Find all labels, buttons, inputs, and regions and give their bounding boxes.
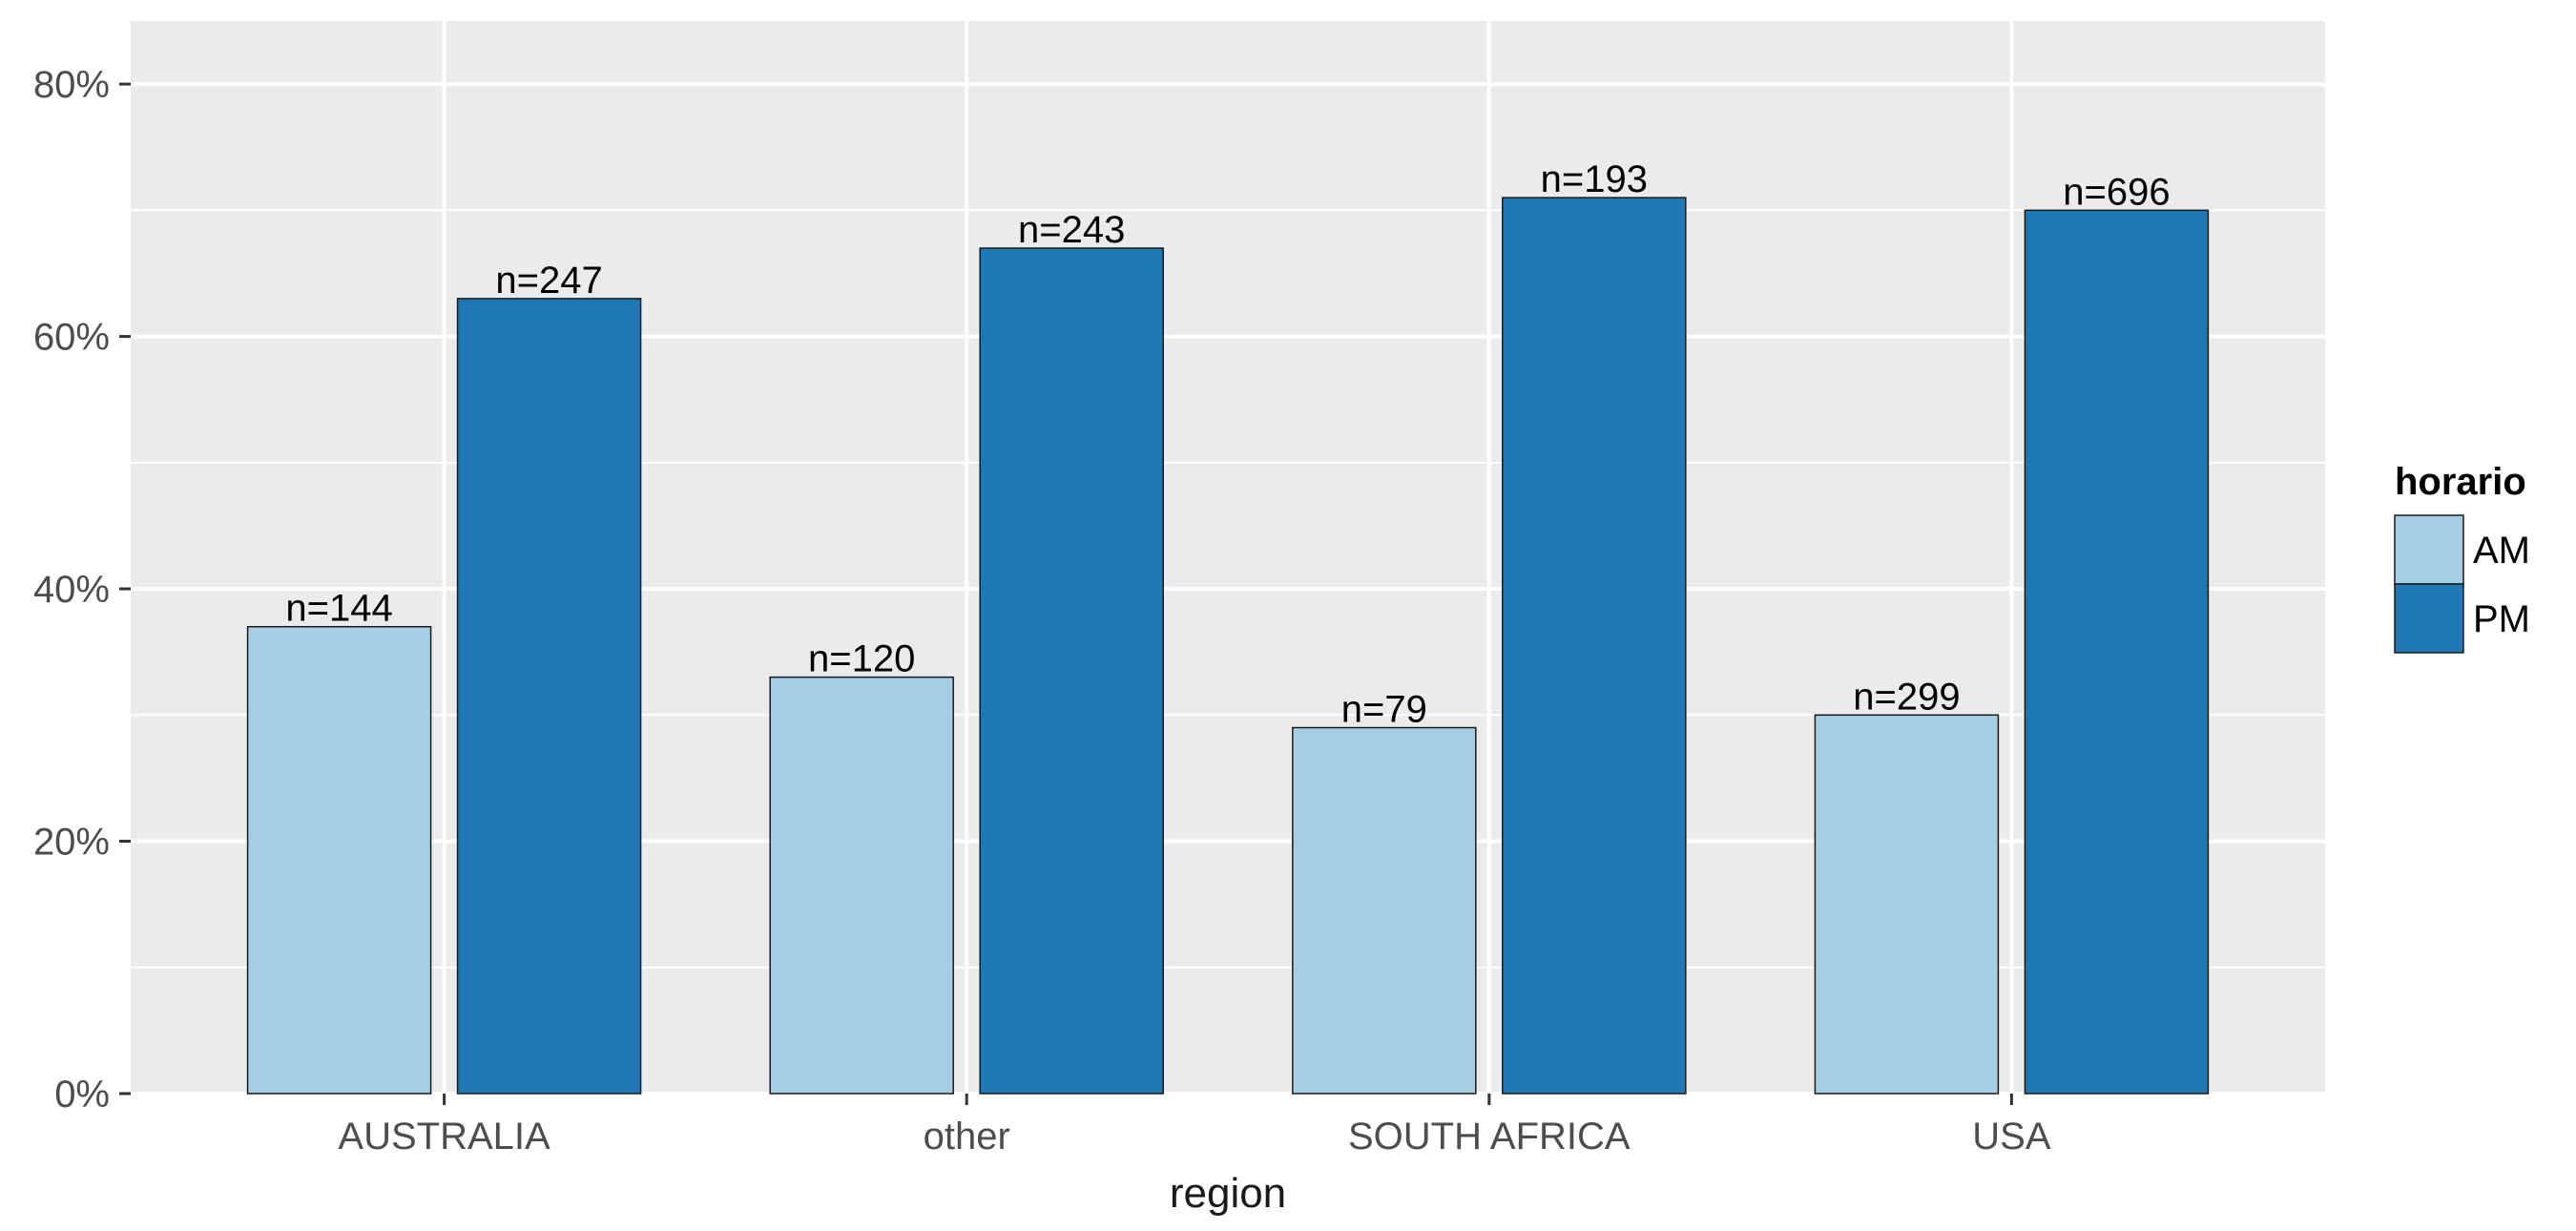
- bar-labels: n=144 n=120 n=79 n=299 n=247 n=243 n=193 n=696: [285, 158, 2170, 730]
- x-tick-label: AUSTRALIA: [338, 1116, 551, 1158]
- x-tick-label: USA: [1972, 1116, 2051, 1158]
- y-tick-label: 20%: [33, 822, 110, 864]
- y-tick-label: 40%: [33, 569, 110, 611]
- bar-pm: [2024, 209, 2210, 1095]
- y-axis: 0% 20% 40% 60% 80%: [33, 64, 131, 1116]
- y-tick-label: 60%: [33, 317, 110, 359]
- bars: [246, 197, 2210, 1095]
- bar-count-label: n=696: [2063, 171, 2170, 213]
- bar-pm: [979, 247, 1164, 1095]
- y-tick-label: 80%: [33, 64, 110, 106]
- bar-count-label: n=79: [1341, 689, 1427, 731]
- bar-count-label: n=144: [285, 588, 392, 630]
- bar-am: [769, 676, 954, 1095]
- legend-title: horario: [2395, 461, 2526, 503]
- legend-key-pm: [2394, 583, 2464, 654]
- legend-label: AM: [2473, 530, 2530, 572]
- legend-label: PM: [2473, 598, 2530, 640]
- y-tick-label: 0%: [54, 1074, 110, 1116]
- bar-am: [1814, 714, 2000, 1095]
- bar-count-label: n=193: [1541, 158, 1648, 200]
- x-axis-title: region: [1170, 1170, 1286, 1217]
- x-axis: AUSTRALIA other SOUTH AFRICA USA: [338, 1094, 2051, 1158]
- legend-key-am: [2394, 514, 2464, 585]
- bar-count-label: n=299: [1853, 676, 1960, 718]
- legend: horario AM PM: [2394, 461, 2530, 654]
- bar-pm: [456, 298, 642, 1095]
- bar-count-label: n=247: [495, 260, 602, 302]
- bar-count-label: n=120: [808, 638, 915, 680]
- x-tick-label: other: [924, 1116, 1010, 1158]
- bar-am: [1292, 726, 1477, 1095]
- bar-am: [246, 625, 432, 1095]
- bar-pm: [1502, 197, 1687, 1095]
- x-tick-label: SOUTH AFRICA: [1348, 1116, 1631, 1158]
- bar-count-label: n=243: [1018, 209, 1125, 251]
